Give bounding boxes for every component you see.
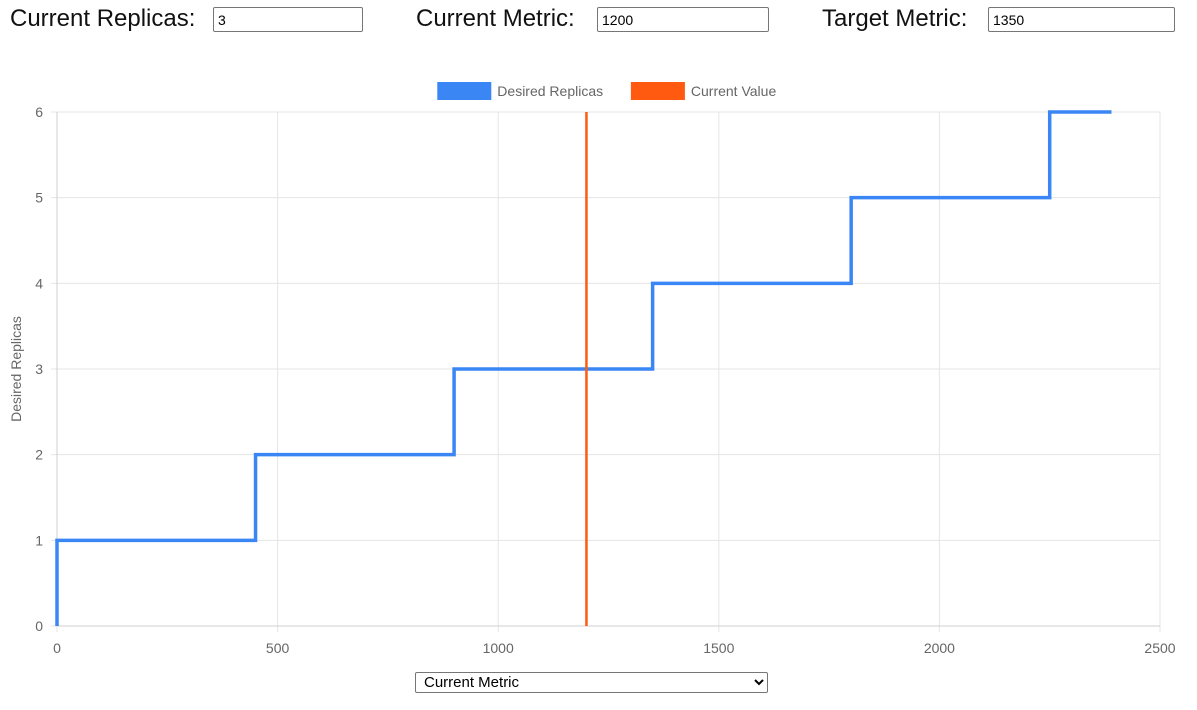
desired-replicas-line	[55, 110, 1112, 626]
y-tick-label: 4	[35, 275, 43, 291]
y-tick-label: 6	[35, 104, 43, 120]
current-metric-input[interactable]	[597, 7, 769, 32]
y-tick-label: 3	[35, 361, 43, 377]
y-tick-label: 5	[35, 190, 43, 206]
x-tick-label: 1500	[703, 640, 734, 656]
x-tick-label: 2000	[924, 640, 955, 656]
legend-label-desired-replicas[interactable]: Desired Replicas	[497, 83, 603, 99]
x-tick-label: 0	[53, 640, 61, 656]
chart-axes: 0 500 1000 1500 2000 2500 0 1 2 3 4 5 6 Desired Repli…	[8, 104, 1176, 656]
target-metric-control: Target Metric:	[822, 4, 1175, 34]
x-tick-label: 2500	[1144, 640, 1175, 656]
current-metric-label: Current Metric:	[416, 5, 575, 32]
y-tick-label: 2	[35, 447, 43, 463]
x-tick-label: 500	[266, 640, 290, 656]
x-axis-select[interactable]: Current Metric	[415, 672, 768, 693]
current-replicas-input[interactable]	[213, 7, 363, 32]
legend-swatch-current-value[interactable]	[630, 82, 685, 100]
target-metric-label: Target Metric:	[822, 5, 968, 32]
current-replicas-label: Current Replicas:	[10, 5, 196, 32]
current-replicas-control: Current Replicas:	[10, 4, 363, 34]
legend-swatch-desired-replicas[interactable]	[437, 82, 492, 100]
target-metric-input[interactable]	[988, 7, 1175, 32]
replicas-chart: Desired Replicas Current Value 0 500 1000 15…	[8, 82, 1176, 656]
chart-grid	[51, 111, 1161, 632]
y-tick-label: 0	[35, 618, 43, 634]
legend-label-current-value[interactable]: Current Value	[691, 83, 777, 99]
x-tick-label: 1000	[483, 640, 514, 656]
chart-legend: Desired Replicas Current Value	[437, 82, 776, 100]
controls-bar: Current Replicas: Current Metric: Target…	[0, 0, 1197, 40]
y-tick-label: 1	[35, 532, 43, 548]
current-metric-control: Current Metric:	[416, 4, 769, 34]
y-axis-title: Desired Replicas	[8, 316, 24, 422]
x-axis-select-wrapper: Current Metric	[415, 672, 768, 693]
chart-series	[55, 110, 1112, 626]
